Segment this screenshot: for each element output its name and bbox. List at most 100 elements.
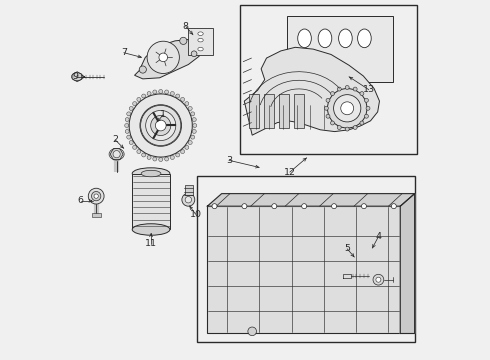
Circle shape <box>332 204 337 209</box>
Circle shape <box>133 145 137 149</box>
Bar <box>207 206 400 333</box>
Circle shape <box>124 123 129 127</box>
Circle shape <box>147 41 179 73</box>
Circle shape <box>242 204 247 209</box>
Circle shape <box>155 120 166 131</box>
Ellipse shape <box>132 224 170 235</box>
Text: 10: 10 <box>190 210 201 219</box>
Circle shape <box>182 193 195 206</box>
Bar <box>279 94 289 128</box>
Circle shape <box>185 102 189 105</box>
Bar <box>294 94 304 128</box>
Circle shape <box>127 135 131 139</box>
Circle shape <box>334 95 361 122</box>
Ellipse shape <box>318 29 332 48</box>
Circle shape <box>133 102 137 105</box>
Text: 9: 9 <box>73 72 79 81</box>
Circle shape <box>127 112 131 116</box>
Polygon shape <box>73 72 81 82</box>
Ellipse shape <box>198 47 203 51</box>
Circle shape <box>327 89 367 128</box>
Circle shape <box>212 204 217 209</box>
Circle shape <box>185 145 189 149</box>
Text: 4: 4 <box>375 232 381 241</box>
Polygon shape <box>207 194 415 206</box>
Circle shape <box>125 118 129 122</box>
Circle shape <box>193 123 197 127</box>
Circle shape <box>324 106 328 110</box>
Circle shape <box>192 118 196 122</box>
Circle shape <box>137 150 141 154</box>
Circle shape <box>129 107 133 111</box>
Circle shape <box>191 135 195 139</box>
Text: 12: 12 <box>284 168 296 177</box>
Circle shape <box>159 89 163 93</box>
Circle shape <box>126 91 195 160</box>
Circle shape <box>146 111 176 140</box>
Text: 1: 1 <box>160 110 166 119</box>
Circle shape <box>191 112 195 116</box>
Circle shape <box>337 126 341 130</box>
Circle shape <box>151 116 171 135</box>
Bar <box>335 253 404 309</box>
Circle shape <box>337 87 341 91</box>
Bar <box>132 174 170 229</box>
Polygon shape <box>245 47 379 135</box>
Circle shape <box>376 277 381 282</box>
Circle shape <box>326 98 330 102</box>
Ellipse shape <box>358 29 371 48</box>
Circle shape <box>139 66 147 73</box>
Text: 2: 2 <box>112 135 118 144</box>
Circle shape <box>140 105 181 146</box>
Text: 7: 7 <box>121 48 127 57</box>
Circle shape <box>159 53 168 62</box>
Circle shape <box>353 126 357 130</box>
Circle shape <box>188 107 192 111</box>
Circle shape <box>129 140 133 144</box>
Circle shape <box>153 90 157 94</box>
Circle shape <box>248 327 256 336</box>
Circle shape <box>353 87 357 91</box>
Circle shape <box>88 188 104 204</box>
Circle shape <box>171 156 174 159</box>
Circle shape <box>153 157 157 161</box>
Circle shape <box>362 204 367 209</box>
Circle shape <box>147 156 151 159</box>
Circle shape <box>365 98 368 102</box>
Bar <box>196 176 415 342</box>
Circle shape <box>326 114 330 118</box>
Circle shape <box>302 204 307 209</box>
Circle shape <box>191 51 197 57</box>
Ellipse shape <box>339 29 352 48</box>
Circle shape <box>125 130 129 133</box>
Circle shape <box>366 106 370 110</box>
Polygon shape <box>110 149 123 160</box>
Circle shape <box>360 91 364 95</box>
Circle shape <box>180 37 187 44</box>
Circle shape <box>94 194 98 198</box>
Circle shape <box>185 197 192 203</box>
Circle shape <box>192 130 196 133</box>
Bar <box>188 28 213 55</box>
Circle shape <box>345 86 349 89</box>
Circle shape <box>345 127 349 131</box>
Circle shape <box>142 153 146 157</box>
Bar <box>264 94 274 128</box>
Ellipse shape <box>198 39 203 42</box>
Polygon shape <box>135 40 200 79</box>
Text: 3: 3 <box>226 156 232 165</box>
Bar <box>248 94 259 128</box>
Text: 5: 5 <box>344 244 350 253</box>
Circle shape <box>129 94 192 157</box>
Circle shape <box>373 274 384 285</box>
Circle shape <box>360 121 364 125</box>
Text: 6: 6 <box>78 196 84 205</box>
Circle shape <box>171 91 174 95</box>
Ellipse shape <box>132 168 170 179</box>
Circle shape <box>176 94 180 98</box>
Circle shape <box>142 94 146 98</box>
Circle shape <box>165 157 169 161</box>
Ellipse shape <box>198 32 203 36</box>
Text: 11: 11 <box>145 239 157 248</box>
Circle shape <box>176 153 180 157</box>
